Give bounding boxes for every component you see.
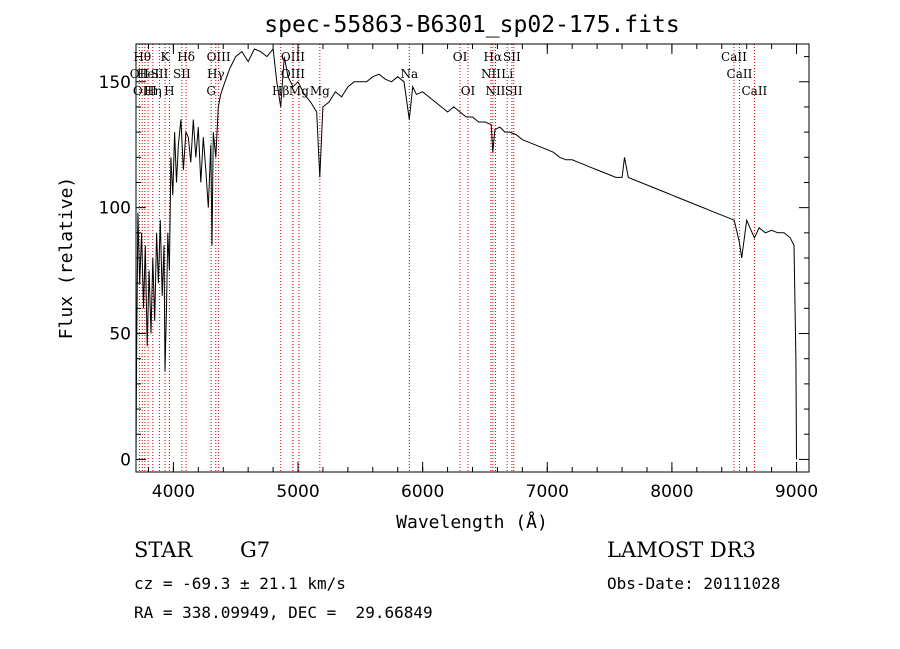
line-marker-label: CaII bbox=[741, 84, 767, 98]
line-marker-label: CaII bbox=[727, 67, 753, 81]
line-marker-label: SII bbox=[173, 67, 191, 81]
chart-title: spec-55863-B6301_sp02-175.fits bbox=[264, 12, 679, 38]
spectrum-line bbox=[135, 47, 797, 460]
line-marker-label: Hβ bbox=[272, 84, 289, 98]
line-marker-label: OI bbox=[453, 50, 468, 64]
x-tick-label: 5000 bbox=[276, 482, 319, 502]
x-tick-label: 8000 bbox=[650, 482, 693, 502]
line-marker-label: SII bbox=[503, 50, 521, 64]
x-axis: 4000 5000 6000 7000 8000 9000 bbox=[147, 44, 818, 502]
line-marker-label: Hδ bbox=[177, 50, 195, 64]
y-tick-label: 100 bbox=[99, 199, 131, 219]
line-markers bbox=[138, 44, 755, 472]
x-tick-label: 9000 bbox=[775, 482, 818, 502]
redshift-text: cz = -69.3 ± 21.1 km/s bbox=[134, 574, 346, 593]
line-marker-label: NII bbox=[481, 67, 501, 81]
line-marker-label: Li bbox=[501, 67, 513, 81]
line-marker-label: OII bbox=[130, 67, 150, 81]
line-marker-label: Hα bbox=[484, 50, 503, 64]
line-marker-label: Hγ bbox=[207, 67, 225, 81]
y-axis: 0 50 100 150 bbox=[99, 56, 809, 470]
line-marker-label: G bbox=[206, 84, 216, 98]
x-axis-label: Wavelength (Å) bbox=[396, 511, 548, 533]
y-tick-label: 0 bbox=[120, 450, 131, 470]
line-marker-label: Hθ bbox=[133, 50, 151, 64]
x-tick-label: 7000 bbox=[526, 482, 569, 502]
line-marker-label: CaII bbox=[721, 50, 747, 64]
line-marker-label: Mg bbox=[310, 84, 330, 98]
line-marker-label: NII bbox=[485, 84, 505, 98]
survey-name: LAMOST DR3 bbox=[607, 538, 756, 562]
plot-frame bbox=[135, 43, 810, 473]
line-marker-label: Hη bbox=[144, 84, 162, 98]
line-marker-label: Na bbox=[400, 67, 418, 81]
line-marker-label: OI bbox=[461, 84, 476, 98]
y-tick-label: 50 bbox=[109, 325, 131, 345]
x-tick-label: 4000 bbox=[152, 482, 195, 502]
object-class: STAR bbox=[134, 538, 193, 562]
y-axis-label: Flux (relative) bbox=[56, 177, 77, 340]
line-marker-label: SII bbox=[151, 67, 169, 81]
object-subclass: G7 bbox=[240, 538, 271, 562]
line-marker-label: SII bbox=[505, 84, 523, 98]
line-marker-label: HeI bbox=[137, 67, 160, 81]
line-marker-labels: OIIHθOIIIHeIHηSIIKHHδSIIGHγOIIIHβOIIIOII… bbox=[130, 50, 768, 98]
line-marker-label: OIII bbox=[207, 50, 231, 64]
line-marker-label: K bbox=[161, 50, 171, 64]
coordinates-text: RA = 338.09949, DEC = 29.66849 bbox=[134, 603, 433, 622]
observation-date: Obs-Date: 20111028 bbox=[607, 574, 781, 593]
line-marker-label: OIII bbox=[281, 67, 305, 81]
x-tick-label: 6000 bbox=[401, 482, 444, 502]
line-marker-label: OIII bbox=[281, 50, 305, 64]
line-marker-label: OIII bbox=[133, 84, 157, 98]
y-tick-label: 150 bbox=[99, 73, 131, 93]
line-marker-label: H bbox=[164, 84, 174, 98]
